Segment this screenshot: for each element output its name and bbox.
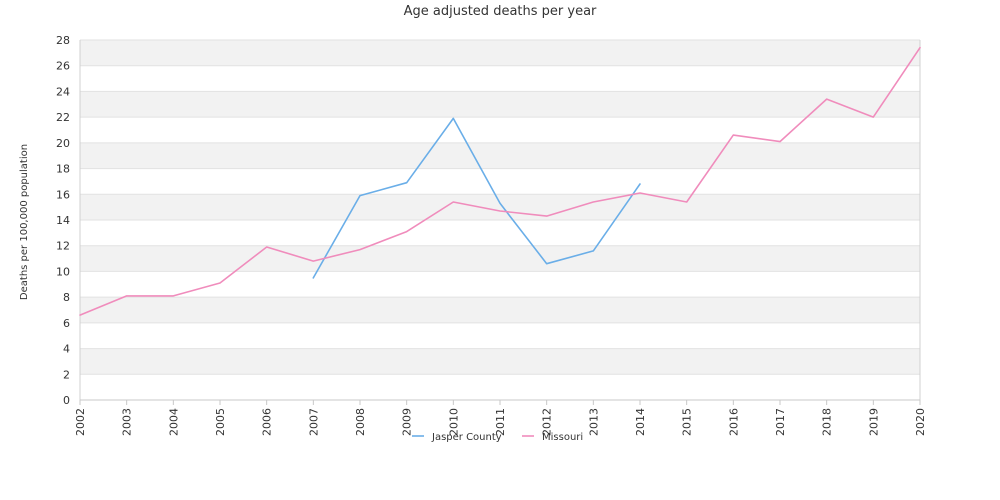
y-tick-label: 16: [56, 188, 70, 201]
grid-band: [80, 245, 920, 272]
x-tick-label: 2017: [774, 408, 787, 436]
grid-band: [80, 194, 920, 220]
x-tick-label: 2011: [494, 408, 507, 436]
y-tick-label: 4: [63, 343, 70, 356]
grid-band: [80, 374, 920, 400]
y-tick-label: 28: [56, 34, 70, 47]
y-axis-label: Deaths per 100,000 population: [19, 144, 30, 300]
x-tick-label: 2020: [914, 408, 927, 436]
y-tick-label: 0: [63, 394, 70, 407]
x-tick-label: 2002: [74, 408, 87, 436]
x-tick-label: 2012: [541, 408, 554, 436]
legend-label: Missouri: [542, 432, 583, 443]
grid-band: [80, 220, 920, 246]
x-tick-label: 2005: [214, 408, 227, 436]
grid-band: [80, 40, 920, 66]
legend-label: Jasper County: [431, 432, 502, 443]
grid-band: [80, 142, 920, 169]
grid-band: [80, 91, 920, 118]
series-line-jasper-county: [312, 117, 641, 279]
x-tick-label: 2015: [681, 408, 694, 436]
series-line-missouri: [79, 46, 921, 316]
x-tick-label: 2007: [307, 408, 320, 436]
y-tick-label: 20: [56, 137, 70, 150]
legend: Jasper County Missouri: [412, 432, 583, 443]
grid-band: [80, 322, 920, 349]
grid-band: [80, 117, 920, 143]
y-tick-label: 6: [63, 317, 70, 330]
grid-band: [80, 297, 920, 323]
chart-title: Age adjusted deaths per year: [404, 4, 597, 19]
x-tick-label: 2010: [447, 408, 460, 436]
x-tick-label: 2014: [634, 408, 647, 436]
x-tick-label: 2013: [587, 408, 600, 436]
y-tick-label: 10: [56, 265, 70, 278]
x-tick-label: 2019: [867, 408, 880, 436]
y-tick-label: 2: [63, 368, 70, 381]
y-tick-label: 22: [56, 111, 70, 124]
y-tick-label: 14: [56, 214, 70, 227]
grid-band: [80, 168, 920, 195]
y-tick-label: 12: [56, 240, 70, 253]
x-tick-labels: 2002 2003 2004 2005 2006 2007 2008 2009 2010 2011…: [74, 400, 927, 436]
grid-bands: [80, 40, 920, 400]
y-tick-label: 8: [63, 291, 70, 304]
grid-band: [80, 348, 920, 375]
x-tick-label: 2006: [261, 408, 274, 436]
y-tick-label: 18: [56, 163, 70, 176]
series-lines: [79, 46, 921, 316]
x-tick-label: 2003: [121, 408, 134, 436]
grid-band: [80, 65, 920, 92]
grid-band: [80, 271, 920, 298]
y-tick-label: 24: [56, 85, 70, 98]
x-tick-label: 2016: [727, 408, 740, 436]
grid-lines: [80, 39, 920, 401]
x-tick-label: 2009: [401, 408, 414, 436]
x-tick-label: 2018: [821, 408, 834, 436]
x-tick-label: 2004: [167, 408, 180, 436]
x-tick-label: 2008: [354, 408, 367, 436]
y-tick-label: 26: [56, 60, 70, 73]
